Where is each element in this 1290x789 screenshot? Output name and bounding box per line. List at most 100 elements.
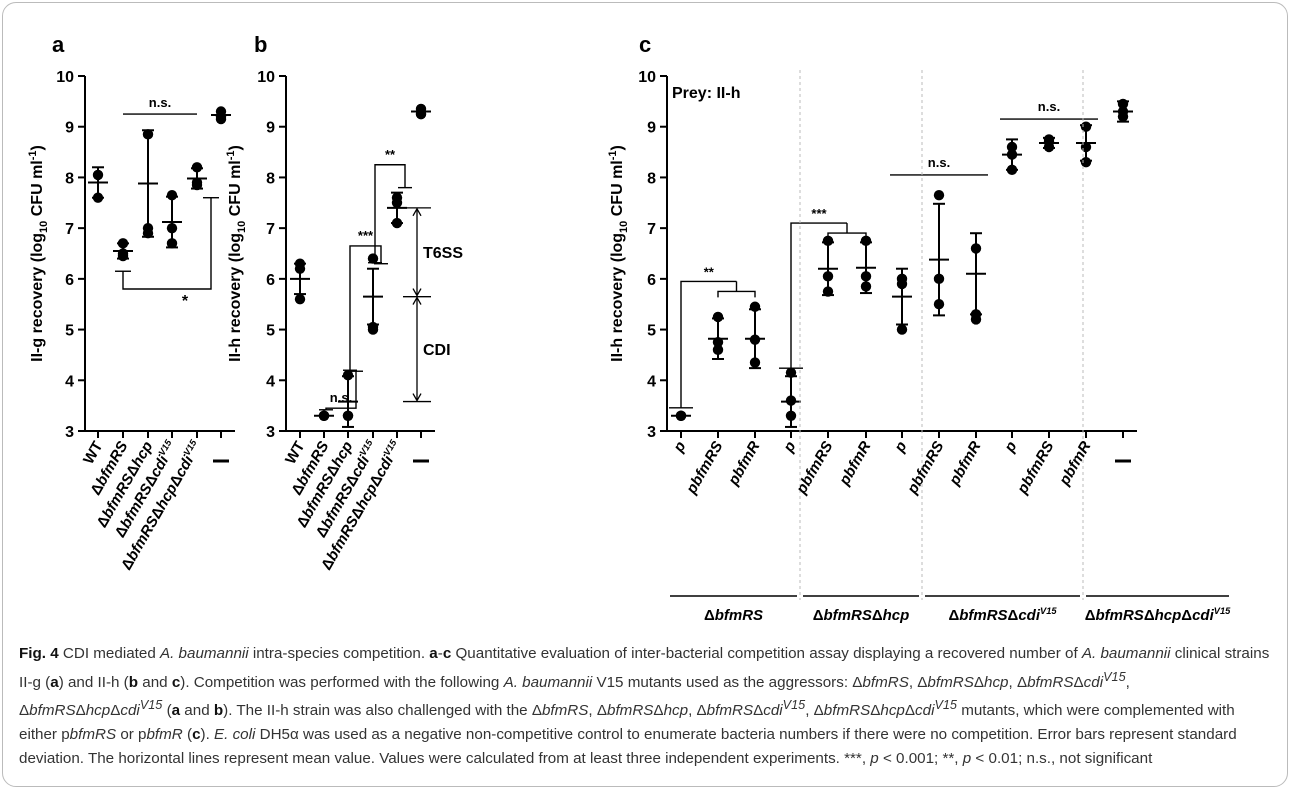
- data-point-b: [392, 198, 402, 208]
- data-point-a: [192, 162, 202, 172]
- y-tick-label-a: 8: [65, 170, 74, 187]
- data-point-c: [823, 286, 833, 296]
- y-tick-label-b: 6: [266, 272, 275, 289]
- y-tick-label-b: 10: [257, 69, 275, 86]
- data-point-a: [167, 238, 177, 248]
- x-tick-label-c: pbfmR: [835, 438, 874, 489]
- data-point-a: [192, 180, 202, 190]
- data-point-c: [786, 395, 796, 405]
- group-label-c: ΔbfmRS: [704, 607, 763, 624]
- panel-c: c 3 4 5 6 7 8 9 10 II-h recovery (log10 CFU ml-1)…: [607, 32, 1229, 600]
- data-point-b: [343, 411, 353, 421]
- figure-4-charts: a 3 4 5 6 7 8 9 10 II-g recovery (log10 CFU ml-1)…: [0, 0, 1290, 640]
- data-point-c: [1007, 165, 1017, 175]
- data-point-c: [861, 271, 871, 281]
- panel-b: b 3 4 5 6 7 8 9 10 II-h recovery (log10 CFU ml-1)…: [225, 32, 463, 461]
- data-point-a: [167, 190, 177, 200]
- y-tick-label-b: 5: [266, 323, 275, 340]
- data-point-c: [1118, 111, 1128, 121]
- data-point-c: [750, 335, 760, 345]
- x-tick-label-c: p: [670, 439, 690, 456]
- significance-label-b: n.s.: [330, 390, 352, 405]
- y-tick-label-b: 7: [266, 221, 275, 238]
- data-point-c: [786, 367, 796, 377]
- data-point-c: [713, 345, 723, 355]
- data-point-c: [786, 411, 796, 421]
- data-point-c: [676, 411, 686, 421]
- y-tick-label-a: 9: [65, 120, 74, 137]
- significance-label-a: *: [182, 293, 189, 310]
- significance-bracket-c: [791, 223, 847, 368]
- y-tick-label-b: 4: [266, 373, 275, 390]
- data-point-a: [216, 114, 226, 124]
- data-point-a: [93, 170, 103, 180]
- data-point-b: [295, 264, 305, 274]
- data-point-c: [750, 302, 760, 312]
- significance-bracket-c: [828, 233, 866, 239]
- annotation-cdi: CDI: [423, 342, 451, 359]
- significance-label-a: n.s.: [149, 95, 171, 110]
- y-axis-title-c: II-h recovery (log10 CFU ml-1): [607, 145, 630, 362]
- data-point-a: [118, 238, 128, 248]
- y-tick-label-c: 6: [647, 272, 656, 289]
- y-tick-label-c: 10: [638, 69, 656, 86]
- data-point-a: [143, 129, 153, 139]
- data-point-a: [143, 228, 153, 238]
- y-tick-label-c: 4: [647, 373, 656, 390]
- data-point-c: [1081, 122, 1091, 132]
- data-point-a: [167, 223, 177, 233]
- data-point-c: [934, 274, 944, 284]
- data-point-c: [934, 299, 944, 309]
- x-tick-label-c: p: [780, 439, 800, 456]
- data-point-c: [1081, 157, 1091, 167]
- y-tick-label-b: 3: [266, 424, 275, 441]
- x-tick-label-c: pbfmR: [945, 438, 984, 489]
- x-tick-label-c: pbfmR: [724, 438, 763, 489]
- x-tick-label-c: p: [891, 439, 911, 456]
- caption-text: CDI mediated A. baumannii intra-species …: [19, 645, 1269, 767]
- significance-label-c: ***: [811, 206, 827, 221]
- y-tick-label-a: 3: [65, 424, 74, 441]
- y-tick-label-a: 7: [65, 221, 74, 238]
- y-tick-label-c: 7: [647, 221, 656, 238]
- figure-label: Fig. 4: [19, 645, 59, 662]
- significance-bracket-b: [375, 165, 405, 263]
- y-tick-label-b: 9: [266, 120, 275, 137]
- y-tick-label-b: 8: [266, 170, 275, 187]
- data-point-c: [934, 190, 944, 200]
- y-tick-label-c: 9: [647, 120, 656, 137]
- y-tick-label-a: 4: [65, 373, 74, 390]
- panel-label-c: c: [639, 32, 651, 57]
- y-tick-label-a: 6: [65, 272, 74, 289]
- data-point-c: [971, 314, 981, 324]
- data-point-b: [416, 109, 426, 119]
- significance-label-c: n.s.: [1038, 99, 1060, 114]
- data-point-c: [1007, 149, 1017, 159]
- data-point-c: [1081, 142, 1091, 152]
- y-tick-label-c: 8: [647, 170, 656, 187]
- annotation-t6ss: T6SS: [423, 245, 463, 262]
- data-point-a: [118, 251, 128, 261]
- y-tick-label-a: 10: [56, 69, 74, 86]
- data-point-c: [897, 324, 907, 334]
- significance-label-b: ***: [358, 228, 374, 243]
- panel-label-a: a: [52, 32, 65, 57]
- chart-title-c: Prey: II-h: [672, 85, 740, 102]
- data-point-c: [1044, 142, 1054, 152]
- data-point-b: [319, 411, 329, 421]
- group-label-c: ΔbfmRSΔhcp: [813, 607, 910, 624]
- data-point-a: [93, 193, 103, 203]
- x-tick-label-c: p: [1001, 439, 1021, 456]
- significance-label-c: n.s.: [928, 155, 950, 170]
- y-axis-title-a: II-g recovery (log10 CFU ml-1): [27, 145, 50, 362]
- panel-a: a 3 4 5 6 7 8 9 10 II-g recovery (log10 CFU ml-1)…: [27, 32, 235, 461]
- data-point-c: [861, 281, 871, 291]
- y-tick-label-a: 5: [65, 323, 74, 340]
- data-point-c: [897, 279, 907, 289]
- significance-bracket-b: [350, 246, 381, 370]
- x-tick-label-c: pbfmR: [1055, 438, 1094, 489]
- significance-label-b: **: [385, 147, 396, 162]
- data-point-c: [971, 243, 981, 253]
- data-point-b: [295, 294, 305, 304]
- y-tick-label-c: 3: [647, 424, 656, 441]
